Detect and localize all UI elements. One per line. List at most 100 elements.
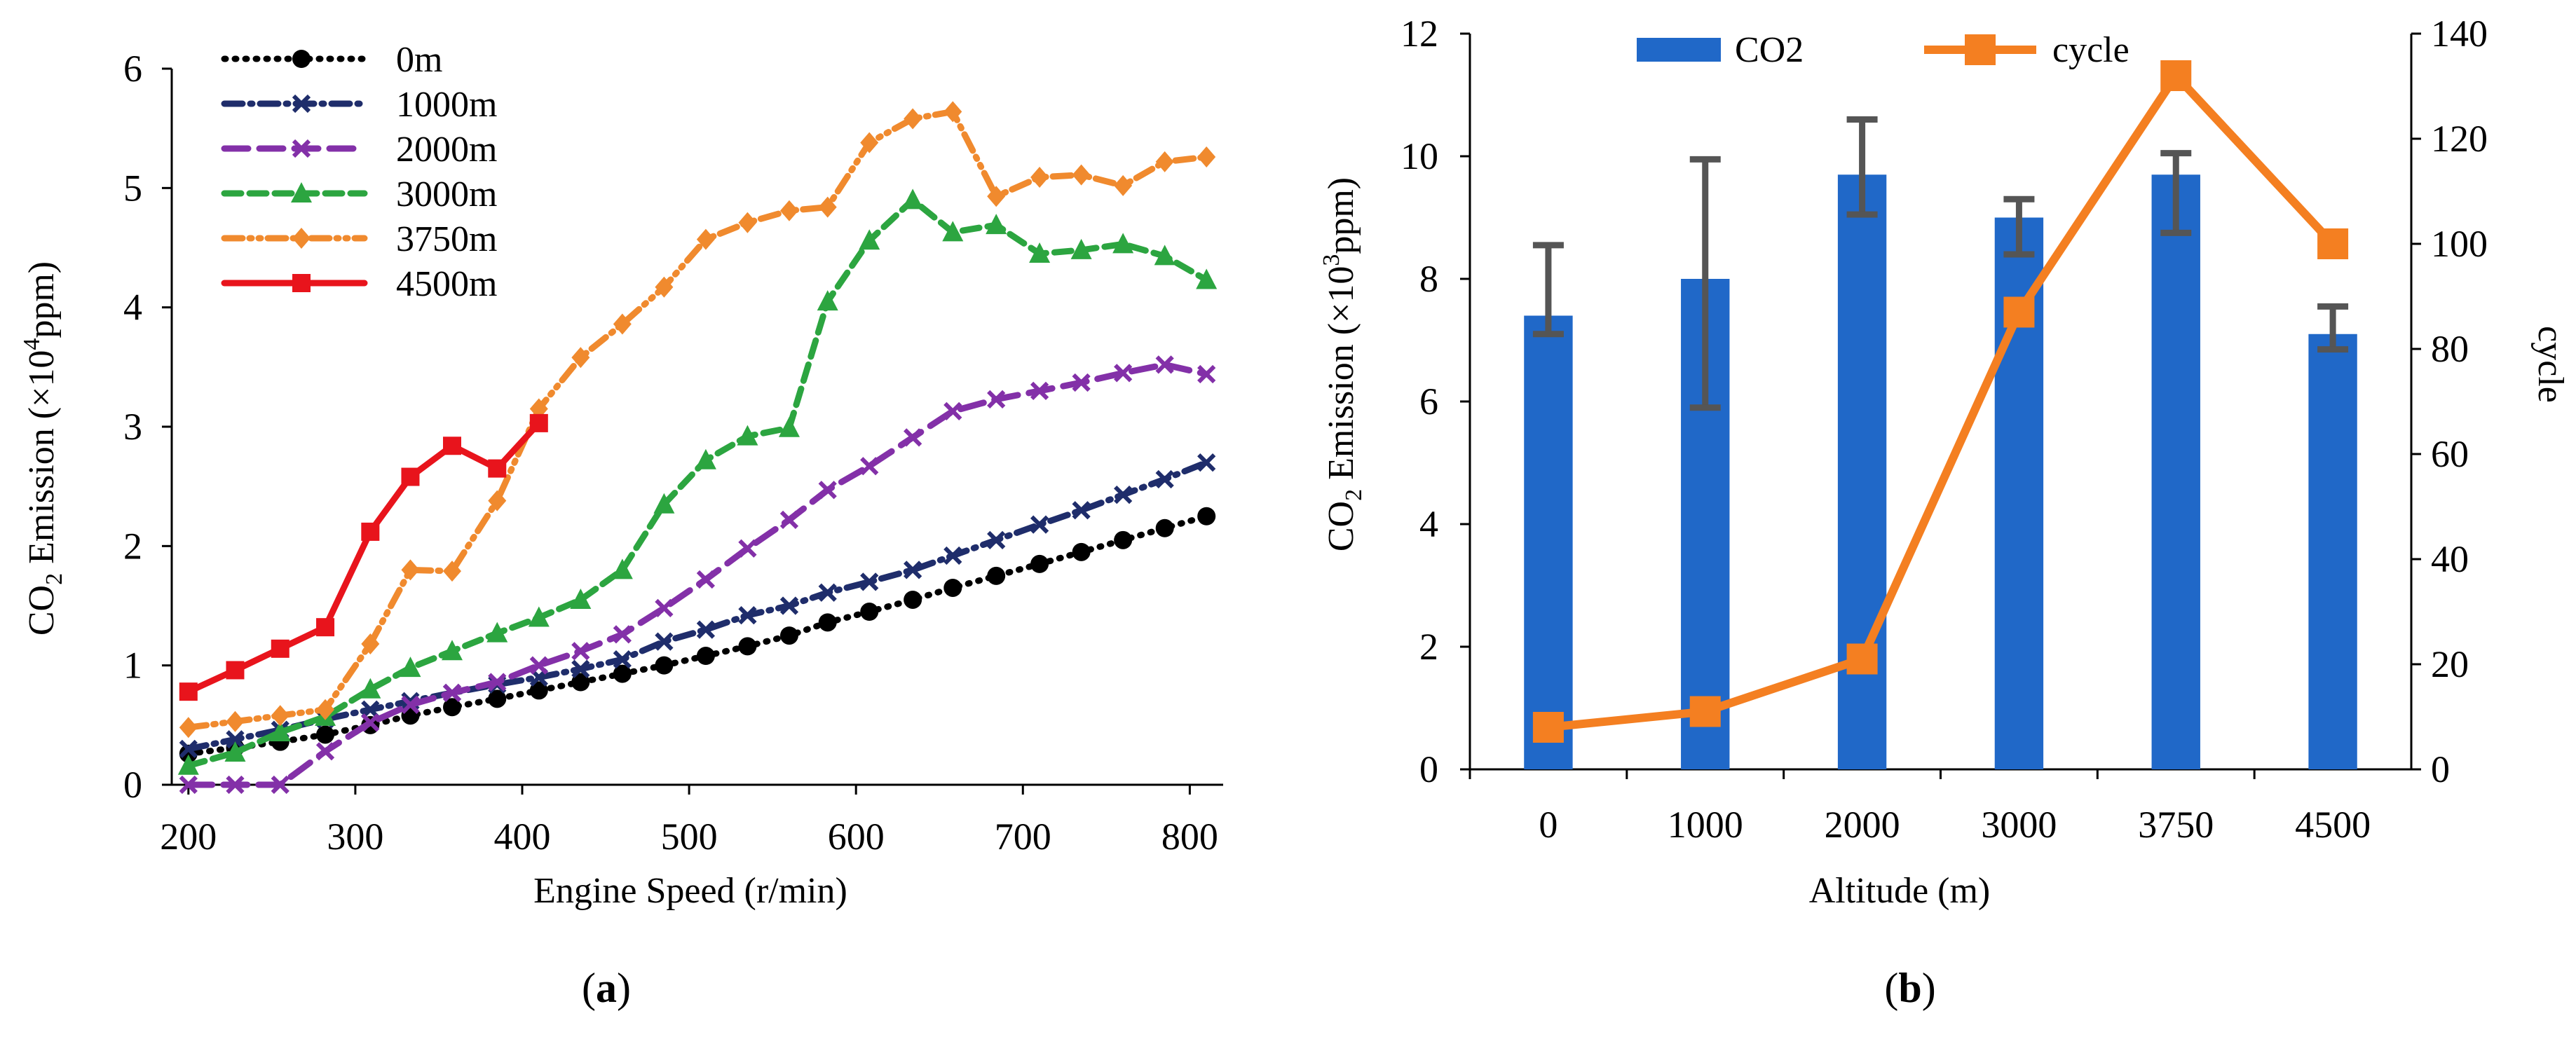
panel-b-legend-entry-cycle: cycle	[1924, 30, 2129, 70]
panel-a-point-2000m	[271, 775, 289, 795]
panel-a-point-3750m	[818, 196, 837, 218]
panel-a-point-1000m	[818, 583, 837, 602]
panel-a-point-2000m	[401, 695, 420, 715]
panel-a-point-4500m	[488, 459, 507, 478]
panel-b-co2-bars	[1524, 174, 2357, 769]
panel-a-point-3750m	[316, 699, 335, 720]
panel-a-x-tick-label: 500	[661, 816, 718, 858]
panel-a-point-3750m	[179, 717, 198, 739]
panel-a-point-1000m	[943, 546, 962, 565]
panel-b-cycle-point	[2003, 296, 2035, 328]
panel-a-point-0m	[779, 626, 798, 645]
panel-a-point-3000m	[360, 678, 381, 699]
panel-a-point-0m	[488, 689, 507, 708]
panel-a-y-tick-label: 3	[123, 406, 142, 448]
panel-a-point-4500m	[316, 618, 335, 637]
panel-a-caption: (a)	[582, 965, 631, 1011]
panel-a-point-3000m	[1070, 238, 1092, 259]
panel-b-bar	[1837, 174, 1887, 769]
panel-a-point-4500m	[529, 413, 548, 432]
panel-a-point-3750m	[1072, 164, 1091, 186]
panel-a-point-0m	[943, 578, 962, 597]
panel-b-y-tick-label: 6	[1419, 380, 1438, 423]
panel-a-point-2000m	[860, 457, 879, 476]
panel-a-point-2000m	[488, 673, 507, 692]
panel-a-point-4500m	[271, 639, 289, 658]
panel-a-point-0m	[316, 725, 335, 744]
panel-a-line-chart: 200 300 400 500 600 700 800 0 1 2 3 4 5 6 0m 1000m 2000…	[19, 40, 1223, 1011]
panel-a-point-3750m	[271, 705, 289, 727]
panel-a-point-3000m	[1154, 245, 1175, 266]
panel-a-point-1000m	[1155, 469, 1174, 489]
panel-a-point-2000m	[904, 428, 922, 447]
panel-a-legend-label: 0m	[396, 40, 442, 80]
panel-a-legend-entry-4500m: 4500m	[221, 264, 497, 304]
panel-b-legend-label-cycle: cycle	[2052, 30, 2129, 70]
panel-a-legend-label: 4500m	[396, 264, 497, 304]
panel-b-bar	[2151, 174, 2200, 769]
panel-a-point-1000m	[179, 739, 198, 759]
panel-b-error-bars	[1532, 116, 2349, 411]
panel-b-y-label-middle: Emission (×10	[1321, 266, 1361, 489]
panel-a-point-2000m	[226, 775, 245, 795]
panel-a-point-3750m	[738, 212, 757, 233]
panel-a-point-2000m	[571, 642, 590, 661]
panel-a-point-0m	[738, 637, 757, 656]
panel-a-x-tick-label: 400	[494, 816, 551, 858]
panel-a-point-2000m	[361, 713, 380, 732]
panel-b-y2-tick-label: 100	[2431, 223, 2488, 265]
panel-a-point-0m	[860, 603, 879, 621]
panel-a-axes	[162, 67, 1223, 795]
panel-a-y-label-middle: Emission (×10	[22, 350, 62, 573]
panel-a-point-3000m	[817, 290, 838, 311]
panel-a-point-3750m	[860, 132, 879, 153]
panel-a-x-tick-label: 300	[327, 816, 383, 858]
panel-a-point-3750m	[1030, 167, 1049, 188]
panel-a-series-2000m	[179, 355, 1216, 795]
panel-a-point-2000m	[696, 570, 716, 589]
panel-a-legend-marker	[291, 182, 312, 202]
panel-a-y-label-sub: 2	[41, 573, 67, 585]
panel-a-point-4500m	[361, 522, 380, 541]
panel-a-point-0m	[655, 656, 674, 675]
panel-a-point-4500m	[226, 661, 245, 680]
panel-a-caption-letter: a	[596, 965, 617, 1011]
panel-a-series-3000m	[177, 188, 1218, 775]
panel-a-y-label-sup: 4	[19, 338, 45, 350]
panel-a-point-3000m	[986, 214, 1007, 235]
panel-b-y2-tick-label: 80	[2431, 328, 2469, 370]
panel-b-y2-tick-label: 60	[2431, 433, 2469, 475]
panel-b-cycle-point	[1532, 712, 1564, 743]
panel-b-error-bar	[1689, 156, 1721, 411]
panel-a-point-0m	[904, 590, 922, 609]
panel-a-point-4500m	[401, 467, 420, 486]
panel-a-point-1000m	[571, 659, 590, 678]
panel-b-y2-tick-label: 140	[2431, 13, 2488, 55]
panel-a-point-0m	[818, 613, 837, 632]
panel-a-point-3000m	[486, 621, 508, 643]
panel-a-point-1000m	[904, 561, 922, 579]
panel-a-legend-label: 3000m	[396, 174, 497, 214]
panel-a-point-3000m	[269, 721, 291, 742]
panel-b-y-tick-label: 4	[1419, 503, 1438, 545]
panel-a-point-1000m	[1197, 453, 1216, 472]
panel-a-legend-marker	[292, 94, 311, 114]
panel-a-point-3000m	[177, 754, 199, 775]
panel-a-point-0m	[571, 673, 590, 692]
panel-a-point-3750m	[613, 313, 632, 335]
panel-a-point-3000m	[224, 741, 246, 762]
panel-a-point-1000m	[226, 730, 245, 749]
panel-b-error-bar	[2003, 195, 2035, 258]
panel-b-bar	[1524, 315, 1573, 769]
panel-a-point-2000m	[613, 625, 632, 644]
panel-a-legend-entry-1000m: 1000m	[221, 85, 497, 125]
panel-a-point-3000m	[1112, 233, 1134, 254]
panel-a-point-1000m	[779, 596, 799, 615]
panel-b-error-bar	[2160, 150, 2192, 236]
panel-b-y-tick-label: 12	[1401, 13, 1438, 55]
panel-a-point-2000m	[818, 481, 837, 500]
panel-a-point-0m	[613, 664, 632, 683]
panel-b-x-axis-label: Altitude (m)	[1809, 871, 1991, 911]
